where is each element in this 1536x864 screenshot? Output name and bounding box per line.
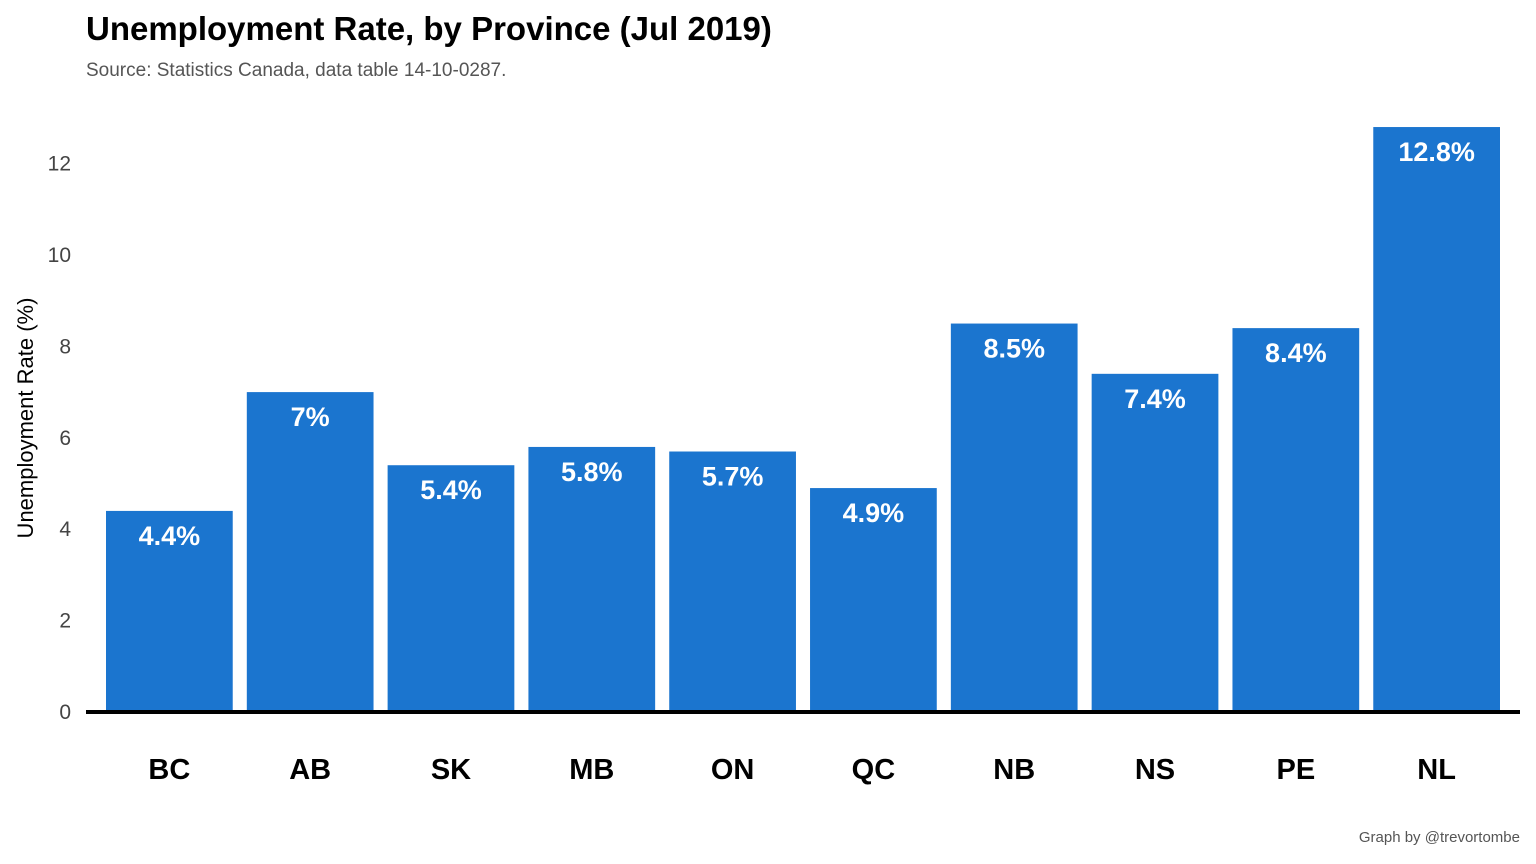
data-label-pe: 8.4% bbox=[1265, 338, 1327, 368]
bar-mb bbox=[528, 446, 656, 712]
bar-qc bbox=[810, 488, 937, 712]
x-tick-label-on: ON bbox=[711, 754, 755, 786]
bar-ab bbox=[246, 392, 374, 712]
y-tick-label: 0 bbox=[59, 701, 71, 724]
y-tick-label: 2 bbox=[59, 610, 71, 633]
x-tick-label-mb: MB bbox=[569, 754, 614, 786]
x-tick-label-ab: AB bbox=[289, 754, 331, 786]
x-tick-label-nb: NB bbox=[993, 754, 1035, 786]
data-label-ab: 7% bbox=[291, 402, 330, 432]
data-label-qc: 4.9% bbox=[843, 498, 905, 528]
bar-nb bbox=[950, 323, 1078, 712]
x-tick-label-ns: NS bbox=[1135, 754, 1175, 786]
bar-sk bbox=[387, 465, 515, 712]
x-tick-label-bc: BC bbox=[148, 754, 190, 786]
x-axis-labels: BC AB SK MB ON QC NB NS PE NL bbox=[148, 754, 1456, 786]
x-tick-label-nl: NL bbox=[1417, 754, 1456, 786]
data-label-sk: 5.4% bbox=[420, 475, 482, 505]
x-tick-label-qc: QC bbox=[852, 754, 896, 786]
data-label-ns: 7.4% bbox=[1124, 384, 1186, 414]
data-label-on: 5.7% bbox=[702, 462, 764, 492]
y-tick-label: 6 bbox=[59, 427, 71, 450]
data-label-nl: 12.8% bbox=[1398, 137, 1475, 167]
y-tick-label: 4 bbox=[59, 518, 71, 541]
data-label-bc: 4.4% bbox=[139, 521, 201, 551]
chart-caption: Graph by @trevortombe bbox=[1358, 829, 1520, 846]
data-labels: 4.4% 7% 5.4% 5.8% 5.7% 4.9% 8.5% 7.4% 8.4% 12.8% bbox=[139, 137, 1475, 551]
x-tick-label-pe: PE bbox=[1276, 754, 1315, 786]
data-label-nb: 8.5% bbox=[983, 334, 1045, 364]
chart-title: Unemployment Rate, by Province (Jul 2019… bbox=[86, 10, 772, 47]
bar-bc bbox=[106, 510, 233, 712]
x-tick-label-sk: SK bbox=[431, 754, 471, 786]
bar-ns bbox=[1091, 373, 1219, 712]
bar-nl bbox=[1373, 127, 1500, 713]
chart-subtitle: Source: Statistics Canada, data table 14… bbox=[86, 60, 507, 81]
y-axis-title: Unemployment Rate (%) bbox=[13, 298, 38, 539]
bar-pe bbox=[1232, 328, 1360, 712]
y-axis-ticks: 0 2 4 6 8 10 12 bbox=[48, 153, 72, 724]
data-label-mb: 5.8% bbox=[561, 457, 623, 487]
y-tick-label: 10 bbox=[48, 244, 71, 267]
bar-on bbox=[669, 451, 796, 712]
y-tick-label: 12 bbox=[48, 153, 71, 176]
y-tick-label: 8 bbox=[59, 335, 71, 358]
bars bbox=[106, 127, 1500, 713]
